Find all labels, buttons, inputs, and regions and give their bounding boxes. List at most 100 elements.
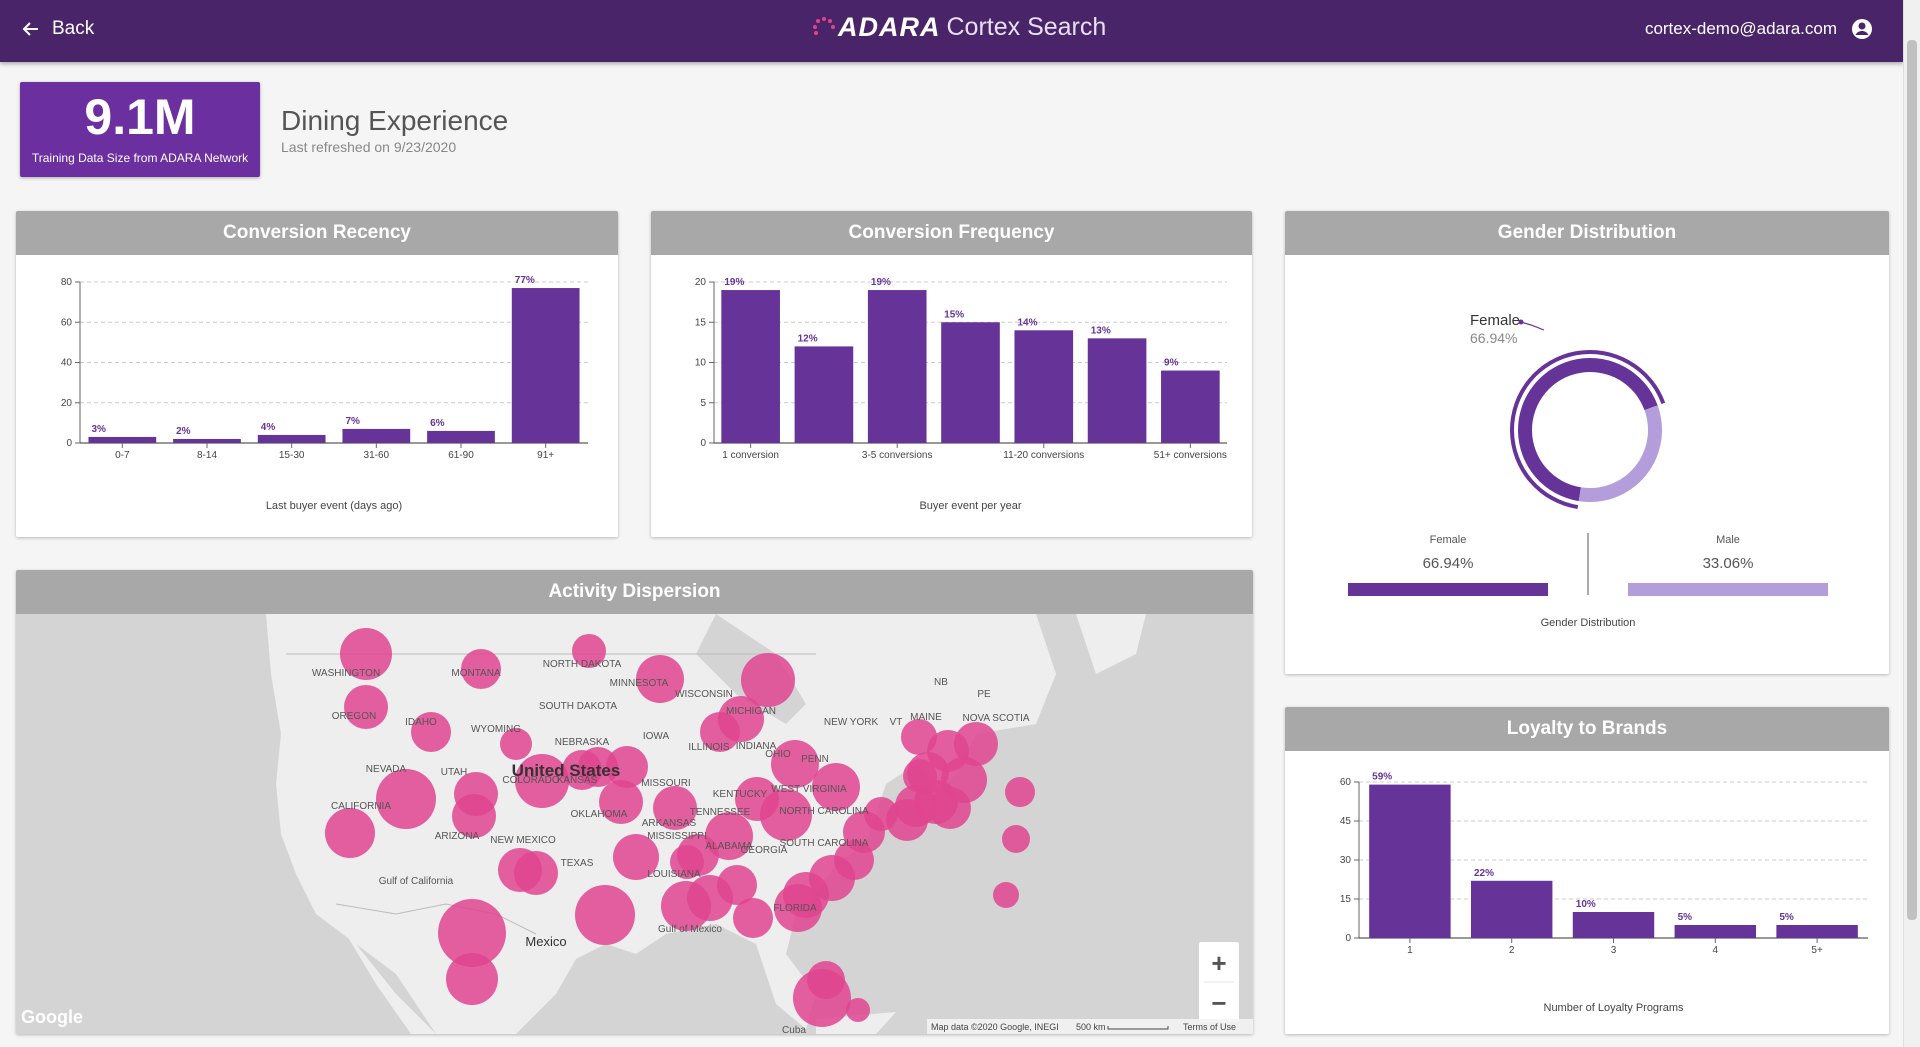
bar <box>1572 912 1655 938</box>
account-circle-icon <box>1852 19 1872 39</box>
bar <box>342 428 411 443</box>
bar <box>1161 370 1220 443</box>
activity-bubble <box>903 759 937 793</box>
map-place-label: KANSAS <box>557 775 598 786</box>
bar-value-label: 22% <box>1474 868 1494 879</box>
map-scale: 500 km <box>1076 1022 1106 1032</box>
activity-map[interactable]: WASHINGTON MONTANA NORTH DAKOTA MINNESOTA OR… <box>16 614 1253 1034</box>
map-place-label: WASHINGTON <box>312 668 380 679</box>
conversion-frequency-chart: 0 5 10 15 20 19% 1 conversion 12% 19% 3-5 convers… <box>695 277 1227 512</box>
bar-value-label: 9% <box>1164 358 1179 369</box>
callout-dot <box>1518 319 1524 325</box>
y-tick-label: 5 <box>700 398 706 409</box>
bar <box>867 290 927 443</box>
bar-value-label: 13% <box>1091 325 1111 336</box>
activity-bubble <box>1005 777 1035 807</box>
activity-bubble <box>954 722 998 766</box>
map-place-label: WYOMING <box>471 724 521 735</box>
map-place-label: GEORGIA <box>741 845 788 856</box>
map-place-label: SOUTH DAKOTA <box>539 701 617 712</box>
bar-value-label: 12% <box>798 333 818 344</box>
activity-bubble <box>515 754 569 808</box>
bar <box>794 346 854 443</box>
map-place-label: ALABAMA <box>705 841 753 852</box>
map-place-label: NORTH CAROLINA <box>779 806 869 817</box>
card-title: Conversion Frequency <box>651 211 1252 255</box>
map-place-label: TEXAS <box>561 858 594 869</box>
y-tick-label: 0 <box>1345 933 1351 944</box>
y-tick-label: 30 <box>1340 855 1352 866</box>
activity-bubble <box>846 998 870 1022</box>
map-place-label: LOUISIANA <box>647 869 701 880</box>
y-tick-label: 20 <box>695 277 707 288</box>
activity-bubble <box>733 898 773 938</box>
map-place-label: KENTUCKY <box>713 789 768 800</box>
brand-product: Cortex Search <box>946 13 1107 41</box>
loyalty-to-brands-card: Loyalty to Brands 0 15 30 45 60 59% 1 22% 2 10% 3 5… <box>1285 707 1889 1034</box>
user-menu[interactable]: cortex-demo@adara.com <box>1645 18 1873 40</box>
map-place-label: NEVADA <box>366 764 407 775</box>
kpi-value: 9.1M <box>84 89 196 145</box>
bar-value-label: 10% <box>1576 899 1596 910</box>
y-tick-label: 15 <box>1340 894 1352 905</box>
scrollbar-thumb[interactable] <box>1907 40 1917 920</box>
attribution-bar <box>927 1019 1253 1034</box>
bar-value-label: 59% <box>1372 772 1392 783</box>
bar <box>1014 330 1074 443</box>
map-place-label: PE <box>977 689 991 700</box>
x-tick-label: 31-60 <box>364 450 390 461</box>
google-logo: Google <box>21 1007 83 1027</box>
y-tick-label: 0 <box>66 438 72 449</box>
activity-bubble <box>993 882 1019 908</box>
map-place-label: FLORIDA <box>773 903 817 914</box>
gender-female-label: Female <box>1430 534 1467 546</box>
bar <box>1674 925 1757 938</box>
activity-bubble <box>575 885 635 945</box>
zoom-in-button[interactable]: + <box>1211 948 1226 978</box>
map-place-label: MICHIGAN <box>726 706 776 717</box>
card-title: Loyalty to Brands <box>1285 707 1889 751</box>
x-tick-label: 0-7 <box>115 450 130 461</box>
kpi-tile: 9.1M Training Data Size from ADARA Netwo… <box>20 82 260 177</box>
adara-logo-icon <box>813 16 835 35</box>
activity-bubble <box>653 786 697 830</box>
x-tick-label: 15-30 <box>279 450 305 461</box>
x-tick-label: 2 <box>1509 945 1515 956</box>
y-tick-label: 80 <box>61 277 73 288</box>
card-title: Conversion Recency <box>16 211 618 255</box>
map-place-label: OKLAHOMA <box>571 809 628 820</box>
bar <box>257 434 326 443</box>
map-place-label: ARIZONA <box>435 831 480 842</box>
bar-value-label: 7% <box>345 416 360 427</box>
activity-bubble <box>500 728 532 760</box>
map-place-label: Gulf of Mexico <box>658 924 722 935</box>
bar <box>1470 880 1553 938</box>
activity-bubble <box>760 789 812 841</box>
map-canvas[interactable]: WASHINGTON MONTANA NORTH DAKOTA MINNESOTA OR… <box>16 614 1253 1034</box>
page-subtitle: Last refreshed on 9/23/2020 <box>281 139 457 155</box>
activity-bubble <box>498 848 542 892</box>
x-tick-label: 3-5 conversions <box>862 450 933 461</box>
bar-value-label: 19% <box>724 277 744 288</box>
activity-bubble <box>1002 825 1030 853</box>
land-nova-scotia <box>1076 614 1146 674</box>
activity-bubble <box>606 746 648 788</box>
brand-name: ADARA <box>838 12 941 42</box>
back-button[interactable]: Back <box>22 18 94 40</box>
page-scrollbar[interactable] <box>1903 0 1920 1047</box>
y-tick-label: 45 <box>1340 816 1352 827</box>
page-header: Dining Experience Last refreshed on 9/23… <box>281 105 508 155</box>
bar-value-label: 3% <box>91 424 106 435</box>
map-place-label: IDAHO <box>405 717 437 728</box>
gender-male-label: Male <box>1716 534 1740 546</box>
activity-bubble <box>807 961 845 999</box>
map-place-label: ARKANSAS <box>642 818 697 829</box>
bar-value-label: 15% <box>944 309 964 320</box>
gender-distribution-chart: Female66.94%Female66.94%Male33.06%Gender… <box>1348 312 1828 629</box>
x-tick-label: 11-20 conversions <box>1003 450 1084 461</box>
terms-link[interactable]: Terms of Use <box>1183 1022 1236 1032</box>
y-tick-label: 15 <box>695 317 707 328</box>
conversion-recency-card: Conversion Recency 0 20 40 60 80 3% 0-7 2% 8-14 4… <box>16 211 618 537</box>
zoom-out-button[interactable]: − <box>1211 988 1226 1018</box>
activity-bubble <box>670 845 704 879</box>
